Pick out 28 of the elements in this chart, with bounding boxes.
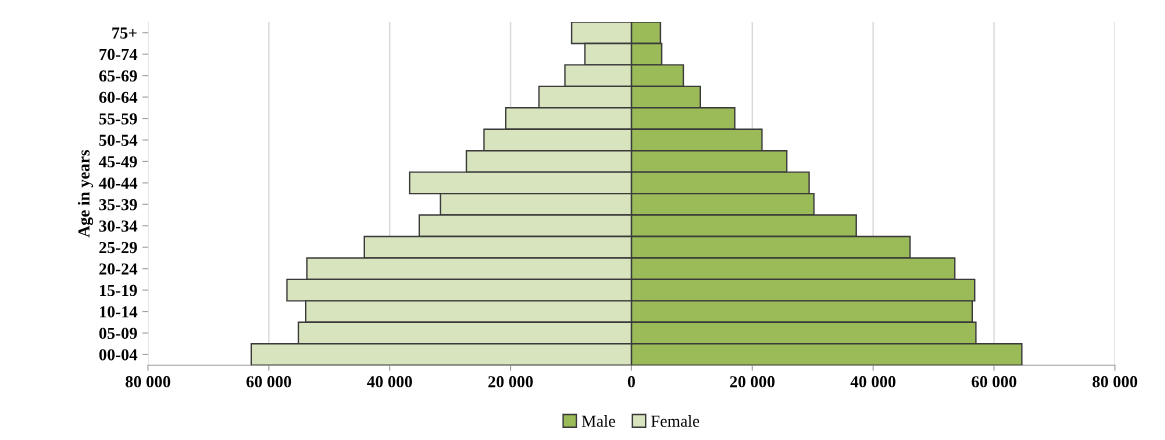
y-tick-label: 25-29 (99, 241, 137, 254)
y-tick-label: 10-14 (99, 306, 138, 318)
y-axis-title: Age in years (77, 150, 94, 238)
legend-label: Male (581, 415, 616, 427)
x-tick-label: 80 000 (125, 376, 171, 388)
x-tick-label: 60 000 (246, 376, 292, 388)
y-tick-label: 40-44 (98, 177, 138, 189)
legend-label: Female (651, 415, 700, 427)
y-tick-label: 65-69 (99, 70, 137, 82)
y-tick-label: 55-59 (99, 113, 137, 125)
x-tick-label: 60 000 (971, 376, 1017, 388)
y-tick-label: 60-64 (99, 91, 138, 104)
x-tick-label: 40 000 (850, 376, 896, 388)
y-tick-label: 35-39 (99, 199, 137, 211)
y-tick-label: 45-49 (98, 156, 137, 168)
x-tick-label: 80 000 (1092, 376, 1138, 388)
y-tick-label: 00-04 (99, 349, 138, 361)
x-tick-label: 0 (627, 376, 635, 388)
x-tick-label: 40 000 (367, 376, 412, 388)
y-tick-label: 15-19 (99, 284, 137, 297)
x-tick-label: 20 000 (488, 376, 533, 388)
y-tick-label: 05-09 (99, 327, 137, 339)
y-tick-label: 50-54 (99, 134, 138, 146)
y-tick-label: 20-24 (99, 263, 138, 275)
x-tick-label: 20 000 (730, 376, 775, 388)
y-tick-label: 30-34 (99, 220, 138, 232)
y-tick-label: 70-74 (99, 48, 138, 61)
y-tick-label: 75+ (112, 27, 137, 39)
